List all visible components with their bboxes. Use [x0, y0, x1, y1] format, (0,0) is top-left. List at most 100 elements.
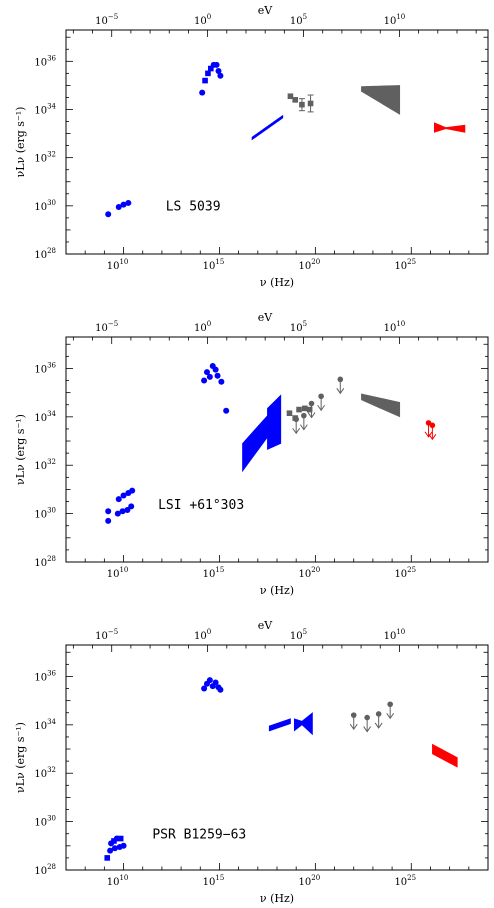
data-point [115, 204, 122, 211]
data-point [217, 686, 224, 693]
upper-limit-arrowhead [386, 712, 395, 720]
data-point [206, 677, 213, 684]
top-tick-label: 10−5 [95, 13, 118, 27]
top-tick-label: 1010 [384, 320, 406, 334]
y-tick-label: 1036 [34, 669, 56, 683]
y-axis-label: νLν (erg s⁻¹) [14, 414, 27, 485]
x-axis-label: ν (Hz) [260, 276, 294, 289]
x-axis-label: ν (Hz) [260, 584, 294, 597]
data-point [307, 100, 314, 107]
x-tick-label: 1010 [107, 874, 129, 888]
top-axis-label: eV [258, 311, 274, 324]
data-point [205, 70, 211, 77]
upper-limit-arrowhead [307, 412, 316, 419]
panel-3: 1010 1015 1020 1025 10−5 100 105 1010 1028 1030 10… [14, 619, 489, 905]
upper-limit-arrowhead [349, 723, 358, 731]
spectral-band [251, 114, 284, 141]
x-tick-label: 1025 [394, 566, 416, 580]
data-point [104, 855, 111, 861]
x-tick-label: 1015 [203, 566, 225, 580]
y-tick-label: 1028 [34, 555, 56, 569]
y-tick-label: 1032 [34, 458, 56, 472]
top-tick-label: 100 [194, 628, 211, 642]
plot-frame [65, 336, 489, 563]
upper-limit-arrowhead [292, 427, 301, 435]
y-tick-label: 1032 [34, 766, 56, 780]
data-point [292, 97, 299, 103]
y-axis-label: νLν (erg s⁻¹) [14, 722, 27, 793]
y-tick-label: 1030 [34, 507, 56, 521]
data-point [119, 508, 126, 515]
x-tick-label: 1025 [394, 258, 416, 272]
top-tick-label: 10−5 [95, 320, 118, 334]
data-point [217, 72, 224, 79]
upper-limit-arrowhead [317, 404, 326, 412]
panel-1: 1010 1015 1020 1025 10−5 100 105 1010 1028 1030 10… [14, 4, 489, 289]
y-tick-label: 1032 [34, 151, 56, 165]
spectral-bowtie [293, 712, 313, 736]
data-point [202, 77, 208, 84]
x-tick-label: 1020 [299, 258, 321, 272]
spectral-bowtie [433, 122, 466, 133]
top-tick-label: 1010 [384, 13, 406, 27]
data-point [114, 510, 121, 517]
source-label: LS 5039 [166, 200, 221, 215]
spectral-bowtie [267, 394, 282, 450]
data-point [120, 201, 127, 208]
y-tick-label: 1036 [34, 361, 56, 375]
plot-frame [65, 29, 489, 255]
source-label: PSR B1259−63 [152, 828, 246, 843]
data-point [214, 372, 221, 379]
x-tick-label: 1010 [107, 258, 129, 272]
spectral-band [268, 718, 291, 732]
top-tick-label: 105 [290, 320, 307, 334]
upper-limit-arrowhead [363, 726, 372, 733]
x-tick-label: 1010 [107, 566, 129, 580]
y-axis-label: νLν (erg s⁻¹) [14, 107, 27, 178]
data-point [212, 679, 219, 686]
spectral-bowtie [242, 414, 268, 473]
plot-frame [65, 644, 489, 871]
data-point [201, 377, 208, 384]
x-tick-label: 1020 [299, 566, 321, 580]
data-point [105, 517, 112, 524]
y-tick-label: 1036 [34, 54, 56, 68]
x-axis-label: ν (Hz) [260, 892, 294, 905]
x-tick-label: 1020 [299, 874, 321, 888]
data-point [306, 406, 313, 413]
top-tick-label: 105 [290, 13, 307, 27]
y-tick-label: 1030 [34, 199, 56, 213]
data-point [199, 89, 206, 96]
upper-limit-arrowhead [374, 722, 383, 729]
data-point [208, 65, 214, 72]
data-point [115, 496, 122, 503]
y-tick-label: 1034 [34, 410, 56, 424]
data-point [129, 487, 136, 494]
data-point [105, 508, 112, 515]
upper-limit-arrowhead [299, 424, 308, 431]
y-tick-label: 1034 [34, 718, 56, 732]
upper-limit-arrowhead [428, 434, 437, 441]
top-tick-label: 1010 [384, 628, 406, 642]
data-point [120, 842, 127, 849]
data-point [218, 378, 225, 385]
data-point [215, 67, 222, 74]
data-point [286, 410, 293, 417]
spectral-bowtie [361, 393, 401, 418]
spectral-bowtie [361, 85, 401, 115]
upper-limit-arrowhead [336, 388, 345, 395]
x-tick-label: 1025 [394, 874, 416, 888]
top-tick-label: 10−5 [95, 628, 118, 642]
data-point [299, 101, 305, 108]
x-tick-label: 1015 [203, 258, 225, 272]
y-tick-label: 1030 [34, 815, 56, 829]
spectral-bowtie [432, 743, 458, 768]
data-point [201, 685, 208, 692]
data-point [287, 93, 294, 100]
data-point [223, 407, 230, 414]
data-point [125, 199, 132, 206]
y-tick-label: 1034 [34, 102, 56, 116]
data-point [117, 835, 124, 842]
data-point [105, 211, 112, 218]
